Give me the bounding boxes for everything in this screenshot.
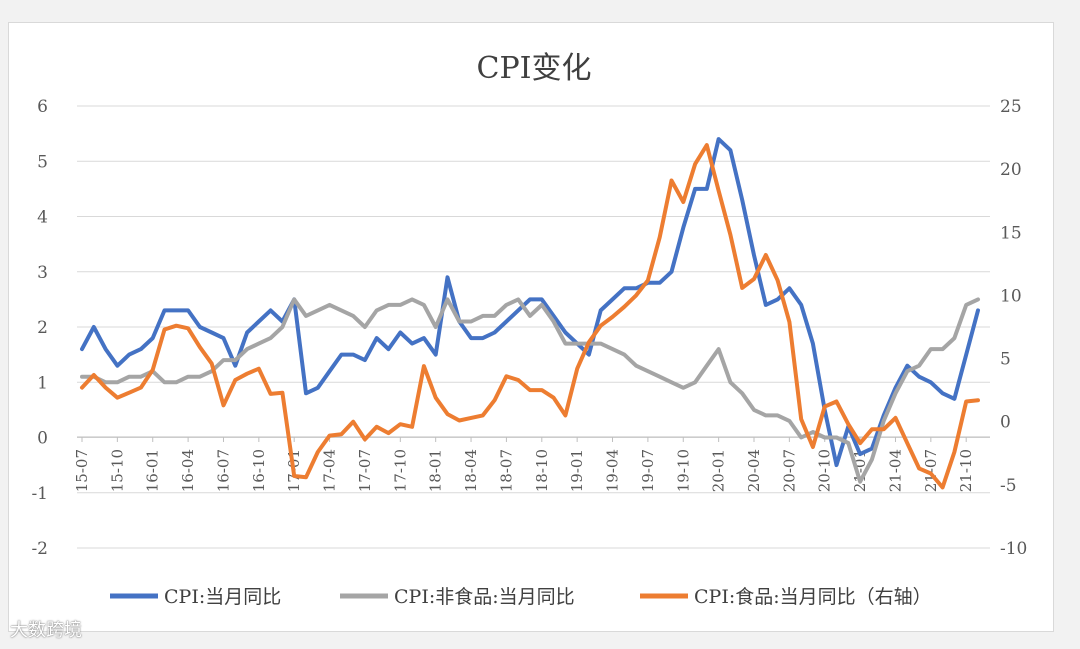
x-tick-label: 19-07	[639, 449, 657, 492]
x-tick-label: 20-07	[780, 449, 798, 492]
series-line-2	[80, 297, 980, 484]
y-right-tick-label: 10	[1000, 286, 1022, 306]
x-tick-label: 18-10	[533, 449, 551, 492]
y-right-tick-label: 0	[1000, 413, 1011, 433]
x-tick-label: 15-10	[108, 449, 126, 492]
y-left-tick-label: 0	[37, 429, 48, 449]
x-tick-label: 16-10	[250, 449, 268, 492]
watermark-text: 大数跨境	[10, 620, 82, 641]
y-right-tick-label: -10	[1000, 539, 1027, 559]
y-left-tick-label: 6	[37, 97, 48, 117]
series-line-1	[80, 137, 980, 468]
y-left-tick-label: 5	[37, 152, 48, 172]
x-tick-label: 16-07	[214, 449, 232, 492]
x-tick-label: 19-01	[568, 449, 586, 492]
y-left-tick-label: -1	[31, 484, 48, 504]
y-left-tick-label: 4	[37, 208, 48, 228]
x-tick-label: 19-10	[674, 449, 692, 492]
x-tick-label: 18-04	[462, 449, 480, 492]
x-tick-label: 18-01	[427, 449, 445, 492]
x-tick-label: 20-04	[745, 449, 763, 492]
x-tick-label: 19-04	[604, 449, 622, 492]
x-tick-label: 18-07	[497, 449, 515, 492]
series-line-3	[80, 143, 980, 490]
y-right-tick-label: -5	[1000, 476, 1017, 496]
y-right-tick-label: 5	[1000, 350, 1011, 370]
x-tick-label: 21-04	[886, 449, 904, 492]
grid-layer	[77, 105, 990, 549]
x-tick-label: 15-07	[73, 449, 91, 492]
y-left-tick-label: 3	[37, 263, 48, 283]
x-tick-label: 17-07	[356, 449, 374, 492]
x-tick-label: 21-01	[851, 449, 869, 492]
x-tick-label: 20-10	[816, 449, 834, 492]
y-right-tick-label: 15	[1000, 223, 1022, 243]
y-left-tick-label: 1	[37, 373, 48, 393]
series-layer	[80, 137, 980, 490]
chart-title: CPI变化	[477, 51, 592, 86]
y-right-tick-label: 20	[1000, 160, 1022, 180]
legend: CPI:当月同比 CPI:非食品:当月同比 CPI:食品:当月同比（右轴）	[110, 586, 932, 608]
legend-label: CPI:当月同比	[164, 586, 281, 608]
y-left-tick-label: 2	[37, 318, 48, 338]
legend-label: CPI:食品:当月同比（右轴）	[694, 586, 932, 608]
x-tick-label: 16-01	[144, 449, 162, 492]
x-tick-label: 17-04	[321, 449, 339, 492]
y-left-tick-label: -2	[31, 539, 48, 559]
x-tick-label: 17-10	[391, 449, 409, 492]
x-tick-label: 16-04	[179, 449, 197, 492]
x-tick-label: 20-01	[710, 449, 728, 492]
x-tick-label: 21-10	[957, 449, 975, 492]
legend-label: CPI:非食品:当月同比	[394, 586, 575, 608]
y-right-tick-label: 25	[1000, 97, 1022, 117]
